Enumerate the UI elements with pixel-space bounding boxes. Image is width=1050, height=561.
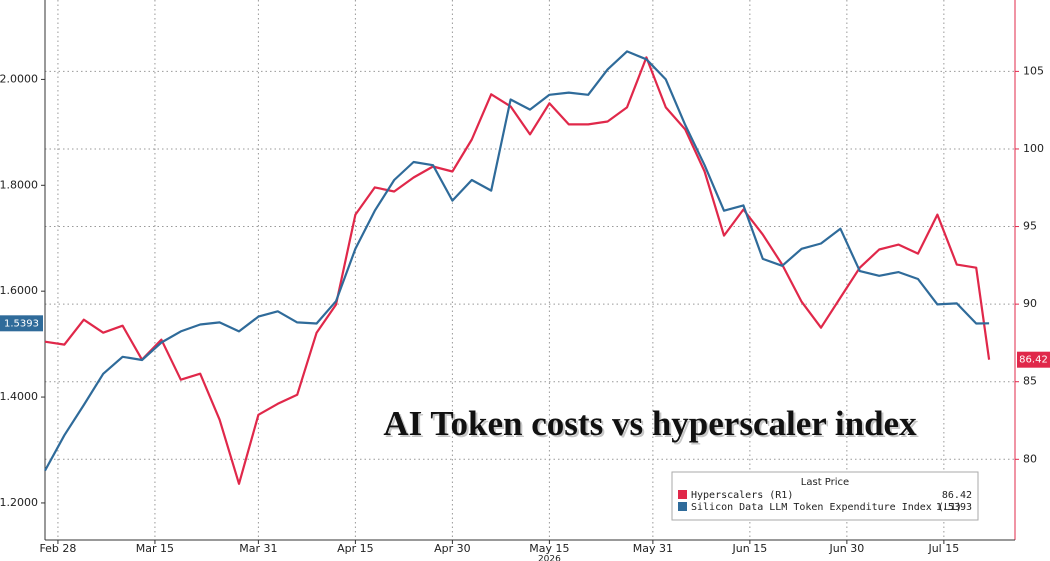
legend-label: Silicon Data LLM Token Expenditure Index…: [691, 502, 962, 513]
y-tick-label: 1.6000: [0, 284, 38, 297]
x-tick-label: Mar 15: [136, 542, 174, 555]
y2-tick-label: 85: [1023, 375, 1037, 388]
last-price-tag: [1017, 351, 1050, 368]
x-tick-label: Jun 30: [829, 542, 865, 555]
y-tick-label: 1.2000: [0, 496, 38, 509]
x-axis-label: 2026: [538, 555, 561, 561]
last-price-label: 86.42: [1019, 355, 1048, 366]
legend-swatch: [678, 490, 687, 499]
y2-tick-label: 80: [1023, 452, 1037, 465]
legend-label: Hyperscalers (R1): [691, 490, 793, 501]
legend-box: [671, 471, 979, 521]
x-tick-label: Jul 15: [927, 542, 959, 555]
last-price-label: 1.5393: [4, 318, 39, 329]
y-tick-label: 1.8000: [0, 178, 38, 191]
x-tick-label: Feb 28: [39, 542, 76, 555]
y2-tick-label: 100: [1023, 142, 1044, 155]
legend: Last Price Hyperscalers (R1) 86.42Silicon …: [671, 471, 979, 521]
y-tick-label: 2.0000: [0, 72, 38, 85]
series-line: [44, 56, 991, 485]
legend-swatch: [678, 502, 687, 511]
x-tick-label: Jun 15: [732, 542, 768, 555]
annotation: AI Token costs vs hyperscaler index: [383, 404, 917, 443]
annotation-shadow: AI Token costs vs hyperscaler index: [385, 406, 919, 445]
x-tick-label: May 31: [633, 542, 673, 555]
y-tick-label: 1.4000: [0, 390, 38, 403]
x-tick-label: Apr 30: [434, 542, 471, 555]
legend-value: 1.5393: [936, 502, 972, 513]
last-price-tag: [0, 315, 43, 332]
y2-tick-label: 95: [1023, 220, 1037, 233]
y2-tick-label: 90: [1023, 297, 1037, 310]
series-line: [44, 50, 990, 472]
y2-tick-label: 105: [1023, 64, 1044, 77]
x-tick-label: May 15: [529, 542, 569, 555]
x-tick-label: Mar 31: [239, 542, 277, 555]
x-tick-label: Apr 15: [337, 542, 374, 555]
legend-value: 86.42: [942, 490, 972, 501]
legend-title: Last Price: [801, 477, 849, 488]
